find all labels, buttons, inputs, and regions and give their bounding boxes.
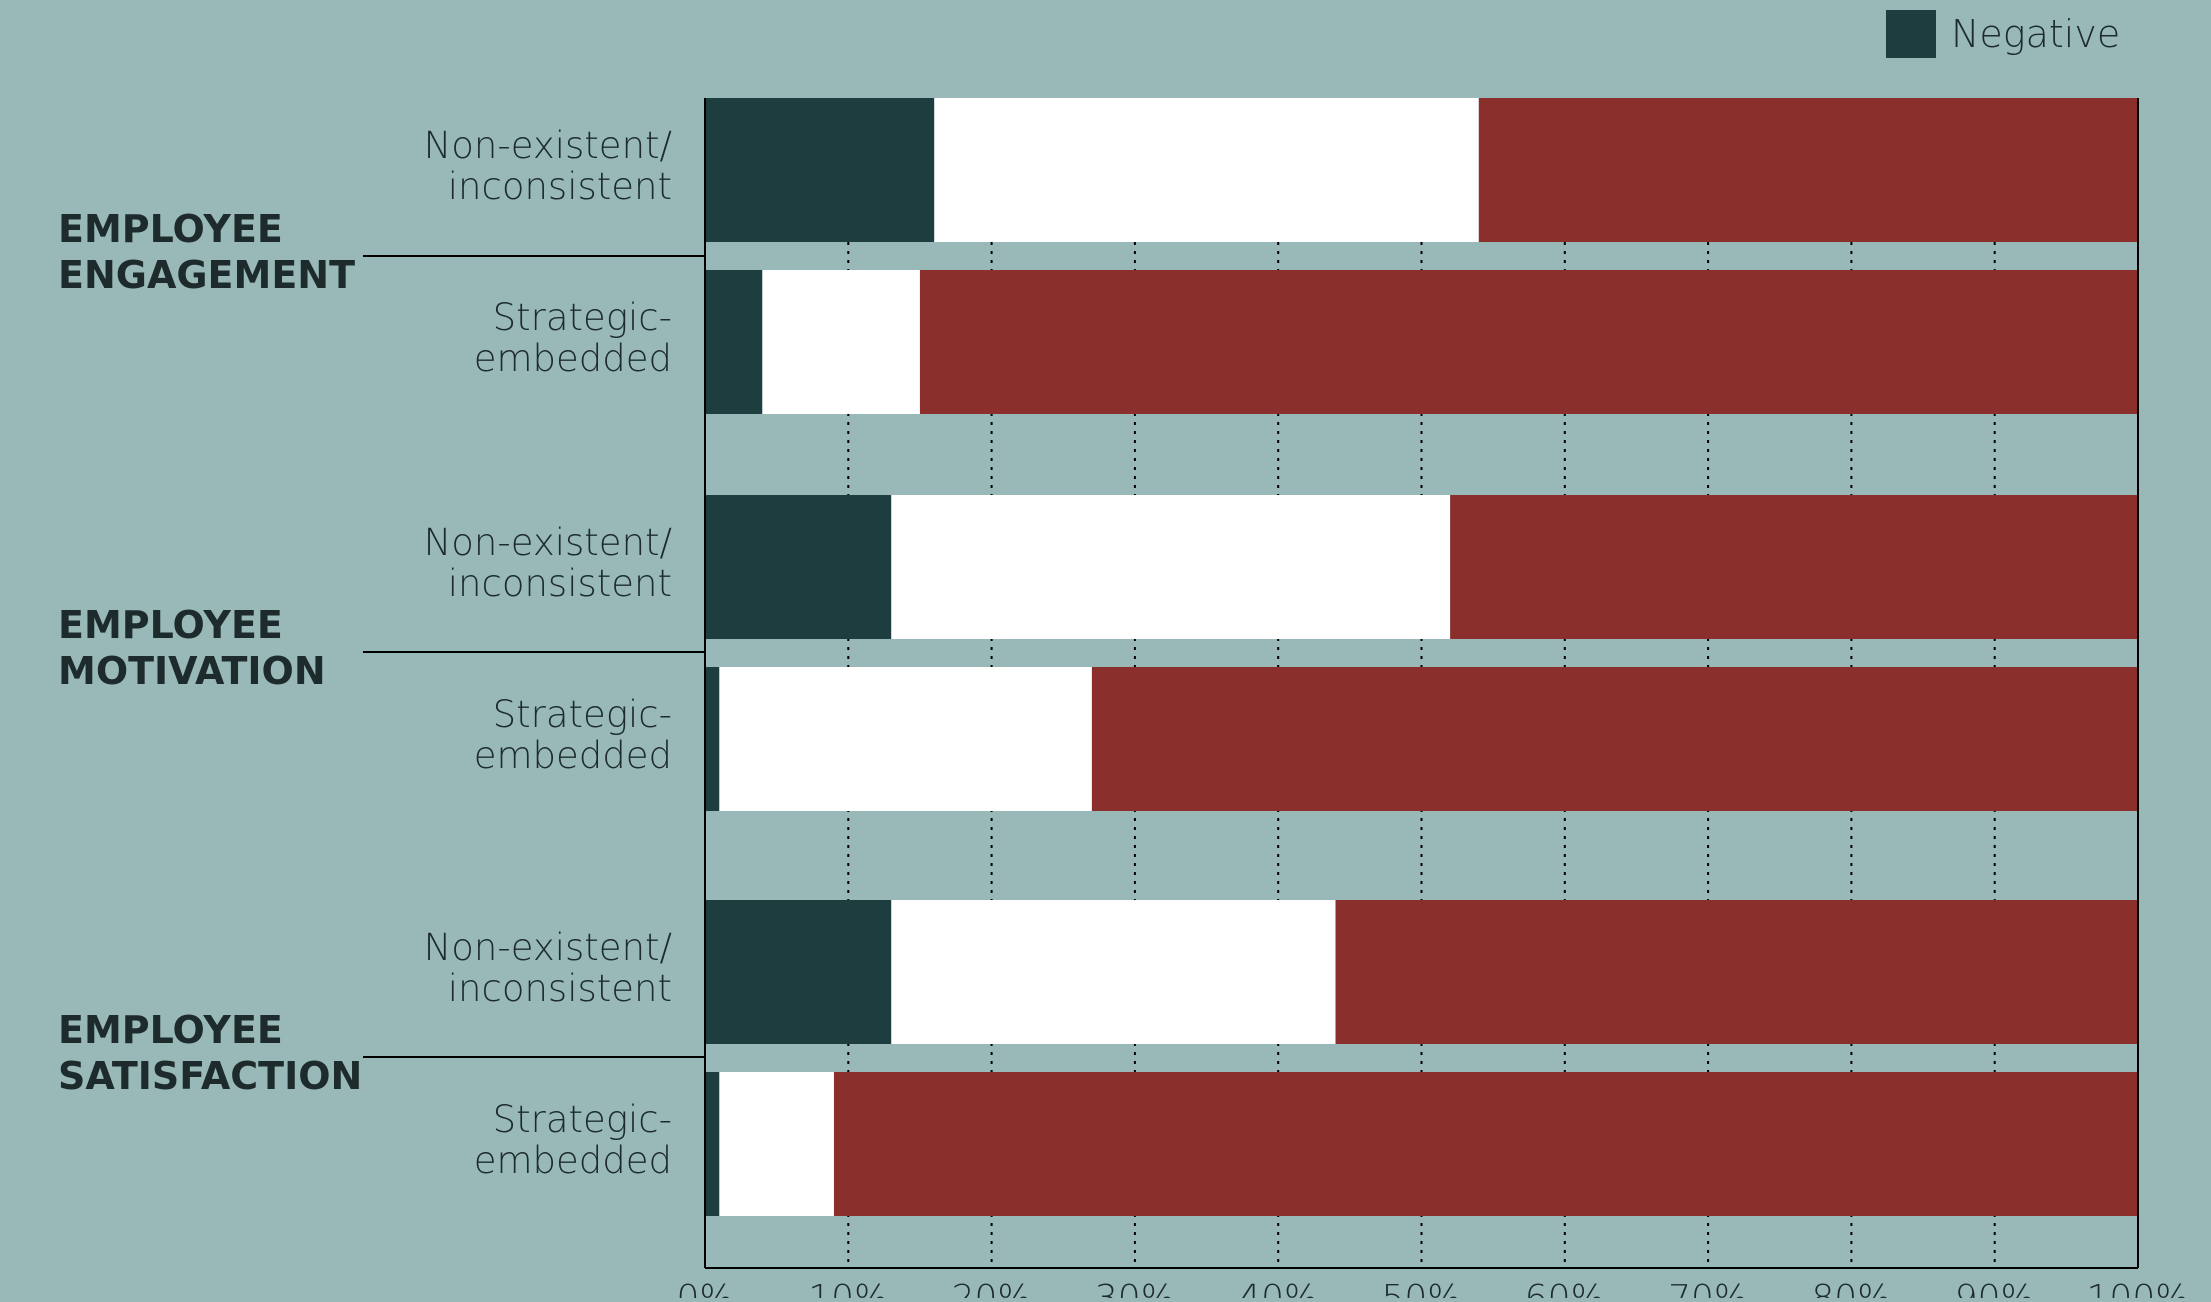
x-tick-label-0: 0%: [676, 1278, 733, 1298]
bar-1-1-positive: [1478, 98, 2138, 242]
bar-2-1-negative: [705, 495, 892, 639]
bar-label-3-2: Strategic-embedded: [474, 1098, 672, 1182]
bar-3-1-neutral: [891, 900, 1336, 1044]
bar-label-1-1: Non-existent/inconsistent: [424, 124, 672, 208]
x-tick-label-70: 70%: [1668, 1278, 1748, 1298]
bar-3-2-positive: [833, 1072, 2138, 1216]
bar-label-2-1: Non-existent/inconsistent: [424, 521, 672, 605]
x-tick-label-20: 20%: [952, 1278, 1032, 1298]
bar-1-2-negative: [705, 270, 763, 414]
bar-1-1-negative: [705, 98, 935, 242]
bar-3-2-neutral: [719, 1072, 834, 1216]
bar-3-2-negative: [705, 1072, 720, 1216]
bar-2-2-neutral: [719, 667, 1092, 811]
group-label-2: EMPLOYEE MOTIVATION: [58, 603, 326, 693]
bar-3-1-positive: [1335, 900, 2138, 1044]
bar-1-2-neutral: [762, 270, 920, 414]
bar-label-3-1: Non-existent/inconsistent: [424, 926, 672, 1010]
group-label-1: EMPLOYEE ENGAGEMENT: [58, 207, 355, 297]
bar-label-1-2: Strategic-embedded: [474, 296, 672, 380]
x-tick-label-100: 100%: [2087, 1278, 2190, 1298]
bar-label-2-2: Strategic-embedded: [474, 693, 672, 777]
x-tick-label-80: 80%: [1811, 1278, 1891, 1298]
bar-1-2-positive: [919, 270, 2139, 414]
x-tick-label-50: 50%: [1381, 1278, 1461, 1298]
bar-2-1-neutral: [891, 495, 1451, 639]
x-tick-label-10: 10%: [808, 1278, 888, 1298]
x-tick-label-90: 90%: [1955, 1278, 2035, 1298]
bar-2-1-positive: [1450, 495, 2138, 639]
group-label-3: EMPLOYEE SATISFACTION: [58, 1008, 362, 1098]
bar-2-2-positive: [1091, 667, 2138, 811]
x-tick-label-30: 30%: [1095, 1278, 1175, 1298]
bar-2-2-negative: [705, 667, 720, 811]
x-tick-label-40: 40%: [1238, 1278, 1318, 1298]
bar-3-1-negative: [705, 900, 892, 1044]
legend-swatch-negative: [1886, 10, 1936, 58]
legend-label-negative: Negative: [1951, 12, 2120, 56]
bar-1-1-neutral: [934, 98, 1479, 242]
x-tick-label-60: 60%: [1525, 1278, 1605, 1298]
